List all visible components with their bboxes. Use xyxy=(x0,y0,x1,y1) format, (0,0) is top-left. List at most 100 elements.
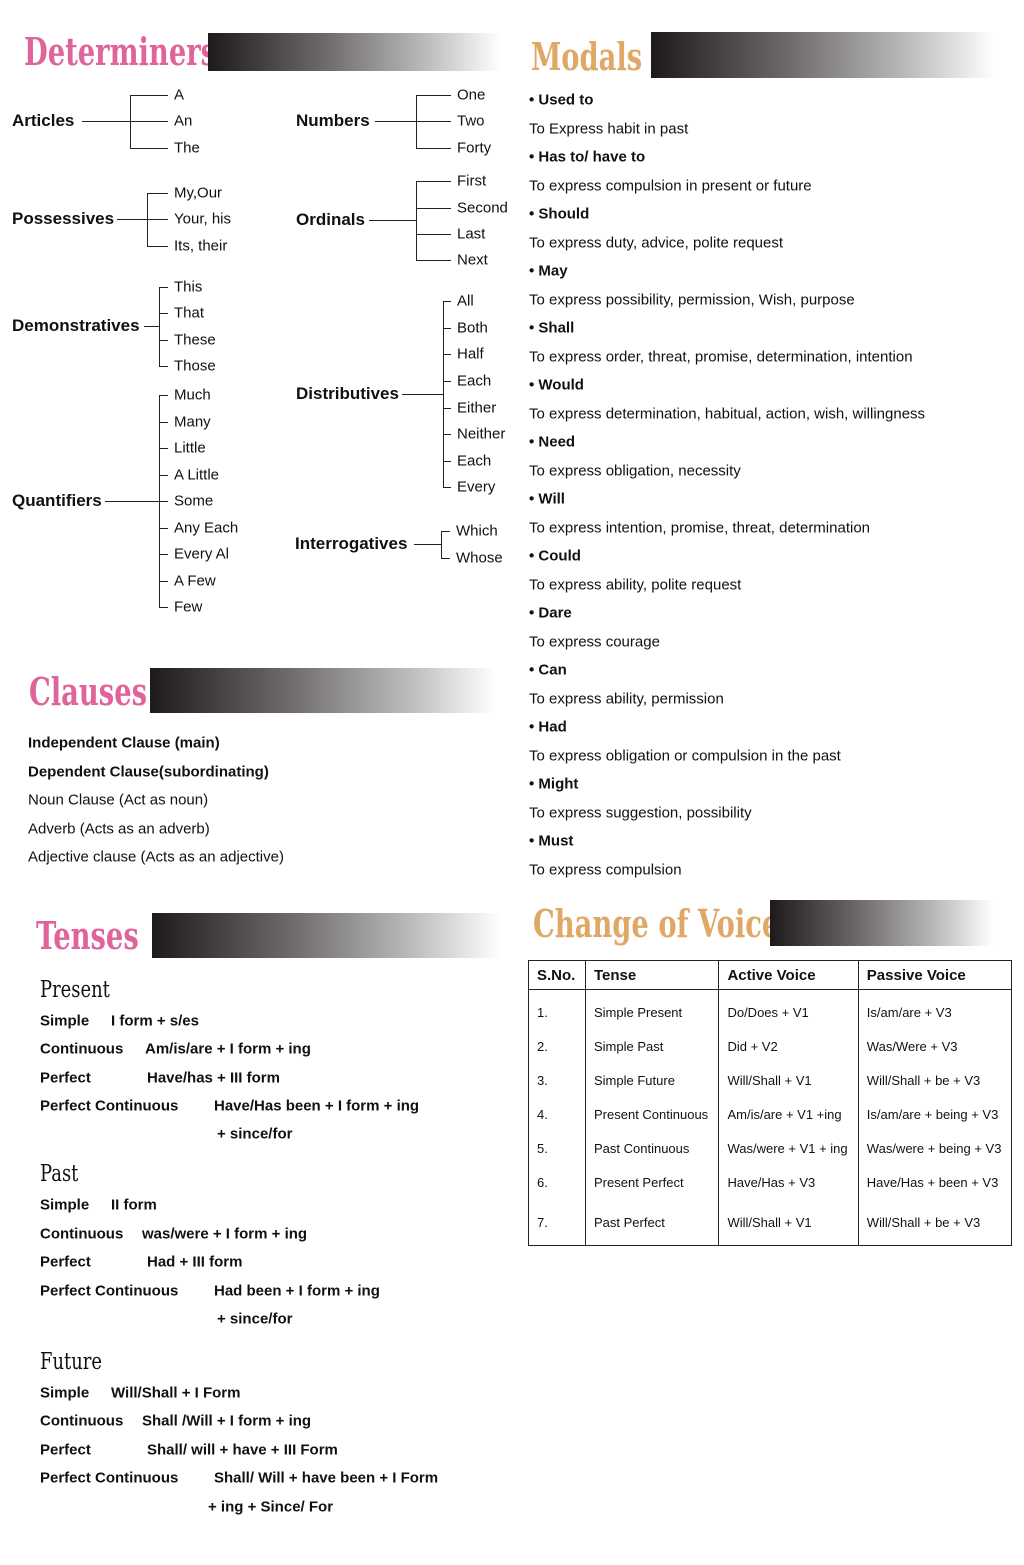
branch-line xyxy=(441,531,450,532)
modal-name: • Should xyxy=(529,205,590,223)
modal-description: To express obligation, necessity xyxy=(529,462,741,479)
group-item: Forty xyxy=(457,139,492,157)
clauses-gradient-bar xyxy=(150,668,495,713)
voice-gradient-bar xyxy=(770,900,993,946)
table-cell: Will/Shall + be + V3 xyxy=(857,1063,1013,1098)
connector-line xyxy=(369,220,416,221)
modal-name: • Need xyxy=(529,433,576,451)
modal-description: To express intention, promise, threat, d… xyxy=(529,519,871,536)
group-item: Two xyxy=(457,112,485,130)
tense-formula: + since/for xyxy=(217,1310,293,1328)
group-item: Few xyxy=(174,598,203,616)
branch-line xyxy=(159,287,168,288)
branch-line xyxy=(443,461,451,462)
table-cell: 4. xyxy=(528,1097,586,1132)
tense-section-heading: Future xyxy=(40,1349,102,1375)
tense-formula: I form + s/es xyxy=(111,1012,199,1030)
group-item: Next xyxy=(457,251,488,269)
modal-name: • Could xyxy=(529,547,581,565)
group-item: Each xyxy=(457,372,492,390)
table-cell: Simple Present xyxy=(584,989,720,1030)
table-cell: Will/Shall + V1 xyxy=(718,1199,859,1246)
table-cell: 6. xyxy=(528,1165,586,1200)
tense-formula: Shall/ will + have + III Form xyxy=(147,1441,338,1459)
table-row: 7. Past Perfect Will/Shall + V1 Will/Shall … xyxy=(528,1199,1013,1246)
bracket-line xyxy=(443,301,444,487)
table-cell: Was/were + V1 + ing xyxy=(718,1131,859,1166)
branch-line xyxy=(416,181,451,182)
branch-line xyxy=(441,558,450,559)
tense-formula: Am/is/are + I form + ing xyxy=(145,1040,311,1058)
branch-line xyxy=(416,95,451,96)
connector-line xyxy=(144,326,159,327)
branch-line xyxy=(443,354,451,355)
clause-item: Adjective clause (Acts as an adjective) xyxy=(28,848,284,866)
branch-line xyxy=(159,421,168,423)
group-item: Whose xyxy=(456,549,503,567)
table-cell: 1. xyxy=(528,989,586,1030)
tense-label: Perfect xyxy=(40,1441,91,1459)
branch-line xyxy=(159,501,168,502)
group-item: Little xyxy=(174,439,206,457)
bracket-line xyxy=(441,531,442,558)
modal-description: To express order, threat, promise, deter… xyxy=(529,348,913,365)
group-label-distributives: Distributives xyxy=(296,384,399,403)
modal-description: To express ability, permission xyxy=(529,690,724,707)
connector-line xyxy=(414,544,441,545)
determiners-title: Determiners xyxy=(24,29,217,74)
branch-line xyxy=(159,340,168,341)
branch-line xyxy=(147,246,168,247)
modal-description: To express possibility, permission, Wish… xyxy=(529,291,855,308)
tense-label: Continuous xyxy=(40,1225,124,1243)
tense-formula: Have/Has been + I form + ing xyxy=(214,1097,420,1115)
modal-description: To Express habit in past xyxy=(529,120,689,137)
group-item: Neither xyxy=(457,425,506,443)
connector-line xyxy=(375,121,416,122)
table-cell: Is/am/are + V3 xyxy=(857,989,1013,1030)
branch-line xyxy=(443,301,451,302)
tense-label: Simple xyxy=(40,1012,90,1030)
table-cell: Do/Does + V1 xyxy=(718,989,859,1030)
group-item: A Little xyxy=(174,466,220,483)
group-item: Those xyxy=(174,357,216,375)
branch-line xyxy=(147,193,168,194)
group-item: Both xyxy=(457,319,488,337)
branch-line xyxy=(443,328,451,329)
table-cell: Will/Shall + be + V3 xyxy=(857,1199,1013,1246)
group-item: Its, their xyxy=(174,237,228,255)
tense-section-heading: Past xyxy=(40,1161,79,1187)
group-item: First xyxy=(457,172,487,190)
column-header: S.No. xyxy=(528,960,586,990)
group-item: A Few xyxy=(174,572,216,589)
tense-label: Continuous xyxy=(40,1040,124,1058)
group-item: Last xyxy=(457,225,486,243)
bracket-line xyxy=(416,181,417,260)
group-item: Your, his xyxy=(174,210,231,228)
group-label-possessives: Possessives xyxy=(12,209,115,228)
table-cell: Present Continuous xyxy=(584,1097,720,1132)
clause-item: Independent Clause (main) xyxy=(28,734,220,752)
tenses-title: Tenses xyxy=(36,913,139,958)
voice-table: S.No. Tense Active Voice Passive Voice 1. Si… xyxy=(528,960,1013,1246)
modal-name: • Shall xyxy=(529,319,575,337)
column-header: Active Voice xyxy=(718,960,859,990)
voice-table-header: S.No. Tense Active Voice Passive Voice xyxy=(528,960,1013,990)
table-cell: Is/am/are + being + V3 xyxy=(857,1097,1013,1132)
table-row: 2. Simple Past Did + V2 Was/Were + V3 xyxy=(528,1029,1013,1064)
tense-formula: + since/for xyxy=(217,1125,293,1143)
table-cell: Simple Past xyxy=(584,1029,720,1064)
modal-name: • Had xyxy=(529,718,567,736)
clauses-title: Clauses xyxy=(29,669,148,714)
connector-line xyxy=(402,394,443,395)
table-cell: Did + V2 xyxy=(718,1029,859,1064)
group-label-interrogatives: Interrogatives xyxy=(295,534,408,553)
group-label-numbers: Numbers xyxy=(296,111,370,130)
modals-title: Modals xyxy=(531,34,643,79)
clause-item: Noun Clause (Act as noun) xyxy=(28,791,209,809)
group-item: One xyxy=(457,86,486,104)
group-item: Every xyxy=(457,478,496,496)
group-item: Which xyxy=(456,522,498,540)
branch-line xyxy=(159,366,168,367)
group-item: Some xyxy=(174,492,214,510)
tense-formula: Had been + I form + ing xyxy=(214,1282,380,1300)
